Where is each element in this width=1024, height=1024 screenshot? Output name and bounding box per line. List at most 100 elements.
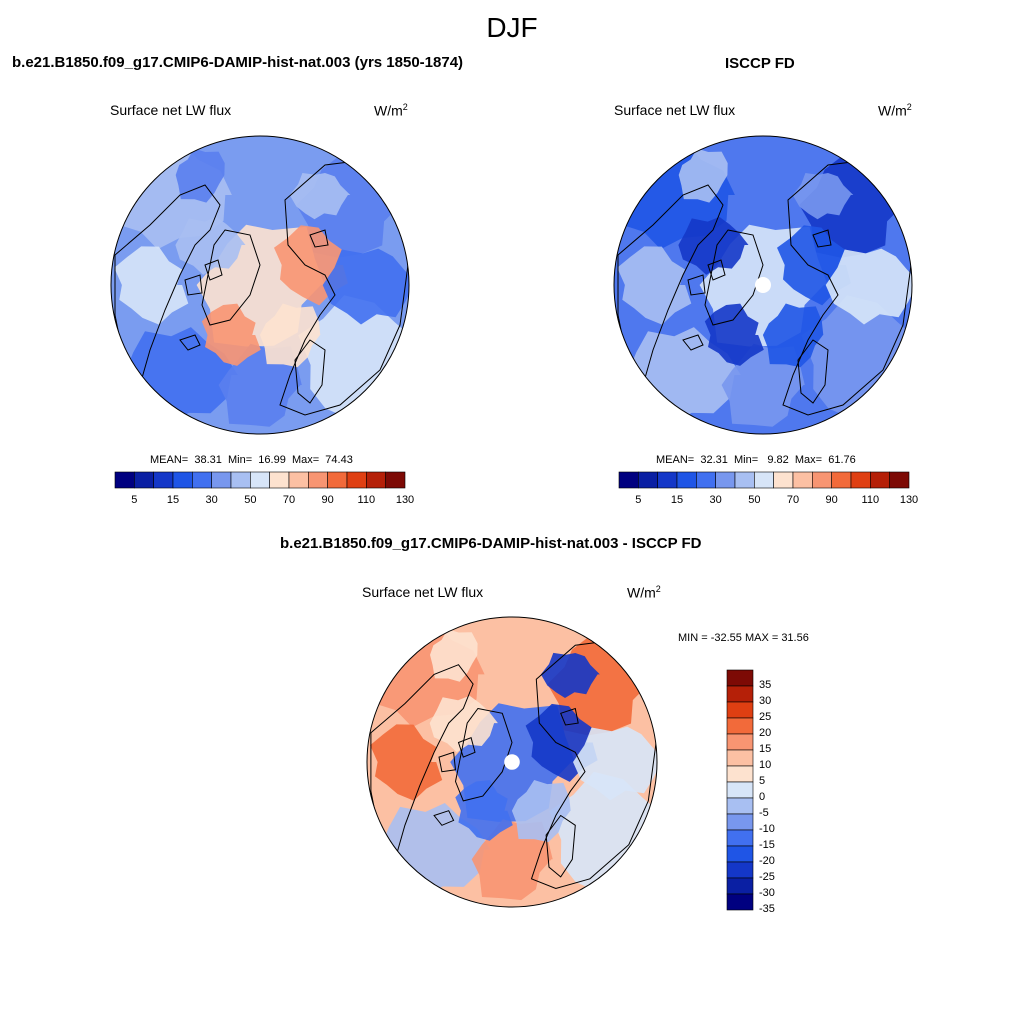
colorbar-tick-label: 5: [635, 494, 642, 506]
colorbar-swatch: [153, 471, 174, 489]
colorbar-tick-label: 70: [282, 494, 296, 506]
pole-missing-data: [504, 754, 520, 770]
colorbar-swatch: [366, 471, 386, 489]
coastline: [457, 737, 476, 758]
colorbar-tick-label: 70: [786, 494, 800, 506]
map-diff-region: [540, 652, 600, 698]
colorbar-tick-label: -15: [759, 839, 775, 851]
coastline: [704, 229, 764, 326]
colorbar-swatch: [250, 471, 270, 489]
colorbar-swatch: [734, 471, 755, 489]
coastline: [433, 810, 455, 826]
colorbar-diff: 35 30 25 20 15 10 5 0 -5 -10 -15 -20 -25 -30 -35: [726, 669, 787, 915]
panel-model-stats: MEAN= 38.31 Min= 16.99 Max= 74.43: [150, 454, 353, 466]
map-diff-region: [430, 629, 478, 682]
colorbar-swatch: [726, 861, 754, 879]
colorbar-tick-label: 30: [759, 695, 772, 707]
coastline: [560, 707, 579, 726]
pole-missing-data: [755, 277, 771, 293]
panel-diff-minmax: MIN = -32.55 MAX = 31.56: [678, 632, 809, 644]
map-diff: [366, 616, 658, 908]
coastline: [179, 334, 201, 351]
colorbar-model: 5 15 30 50 70 90 110 130: [114, 471, 414, 517]
season-title: DJF: [486, 12, 538, 43]
colorbar-swatch: [172, 471, 193, 489]
colorbar-swatch: [726, 733, 754, 751]
map-diff-region: [471, 819, 553, 901]
colorbar-tick-label: 110: [861, 494, 880, 506]
map-boundary: [366, 616, 658, 908]
panel-obs-max: 61.76: [828, 454, 856, 466]
colorbar-tick-label: -30: [759, 887, 775, 899]
colorbar-tick-label: 35: [759, 679, 772, 691]
colorbar-swatch: [638, 471, 658, 489]
map-model-region: [175, 216, 246, 275]
panel-obs-stats: MEAN= 32.31 Min= 9.82 Max= 61.76: [656, 454, 856, 466]
map-obs-region: [617, 246, 692, 325]
colorbar-tick-label: -25: [759, 871, 775, 883]
map-model-region: [218, 343, 302, 427]
map-model-region: [114, 246, 189, 325]
colorbar-swatch: [134, 471, 154, 489]
panel-model-min: 16.99: [258, 454, 286, 466]
colorbar-swatch: [192, 471, 212, 489]
map-diff-region: [455, 780, 513, 841]
colorbar-tick-label: 25: [759, 711, 772, 723]
colorbar-swatch: [726, 781, 754, 799]
panel-model-variable-label: Surface net LW flux: [110, 102, 232, 118]
coastline: [438, 751, 457, 773]
colorbar-tick-label: 90: [825, 494, 838, 506]
colorbar-tick-label: 130: [395, 494, 415, 506]
colorbar-tick-label: 110: [357, 494, 376, 506]
panel-obs-min: 9.82: [767, 454, 789, 466]
colorbar-swatch: [327, 471, 348, 489]
map-model-region: [322, 248, 409, 325]
colorbar-obs: 5 15 30 50 70 90 110 130: [618, 471, 918, 517]
coastline: [294, 339, 326, 404]
colorbar-swatch: [230, 471, 251, 489]
colorbar-tick-label: 20: [759, 727, 772, 739]
map-boundary: [110, 135, 410, 435]
coastline: [201, 229, 261, 326]
coastline: [812, 229, 832, 248]
colorbar-tick-label: 0: [759, 791, 766, 803]
map-obs-region: [762, 303, 824, 368]
colorbar-swatch: [715, 471, 736, 489]
colorbar-swatch: [114, 471, 135, 489]
panel-diff-units: W/m2: [627, 584, 661, 601]
colorbar-swatch: [726, 717, 754, 735]
colorbar-swatch: [657, 471, 678, 489]
colorbar-swatch: [726, 765, 754, 783]
panel-model-max: 74.43: [325, 454, 353, 466]
map-obs-region: [704, 303, 764, 366]
map-diff-region: [429, 695, 498, 753]
colorbar-swatch: [812, 471, 832, 489]
colorbar-swatch: [889, 471, 910, 489]
colorbar-tick-label: 15: [166, 494, 180, 506]
colorbar-swatch: [850, 471, 871, 489]
colorbar-tick-label: 5: [131, 494, 138, 506]
colorbar-swatch: [308, 471, 328, 489]
coastline: [707, 259, 726, 281]
coastline: [797, 339, 829, 404]
colorbar-tick-label: 5: [759, 775, 766, 787]
map-boundary: [613, 135, 913, 435]
colorbar-swatch: [726, 669, 754, 687]
colorbar-swatch: [726, 829, 754, 847]
colorbar-swatch: [831, 471, 852, 489]
colorbar-swatch: [726, 845, 754, 863]
colorbar-tick-label: -5: [759, 807, 769, 819]
panel-obs-mean: 32.31: [700, 454, 728, 466]
map-obs-region: [792, 173, 854, 220]
colorbar-swatch: [870, 471, 890, 489]
colorbar-swatch: [618, 471, 639, 489]
map-obs-field: [614, 136, 912, 434]
colorbar-tick-label: 15: [670, 494, 684, 506]
colorbar-swatch: [269, 471, 290, 489]
coastline: [687, 274, 706, 296]
coastline: [454, 707, 513, 802]
map-obs-region: [721, 343, 805, 427]
colorbar-swatch: [385, 471, 406, 489]
panel-model-mean: 38.31: [194, 454, 222, 466]
colorbar-swatch: [773, 471, 794, 489]
